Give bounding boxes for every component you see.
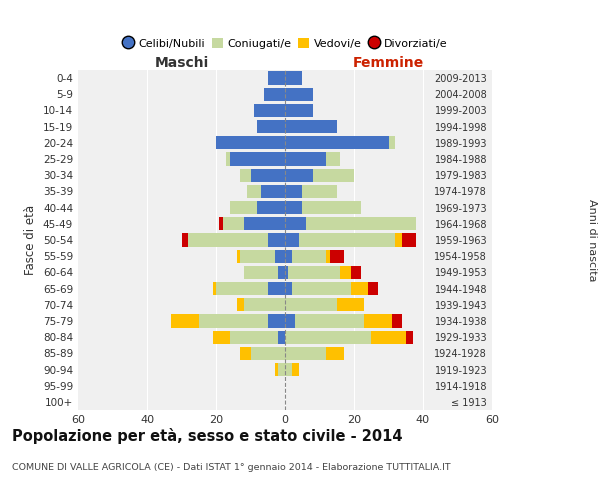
Bar <box>285 136 389 149</box>
Bar <box>295 314 364 328</box>
Bar <box>230 152 285 166</box>
Bar <box>285 330 371 344</box>
Bar <box>285 314 295 328</box>
Bar <box>285 120 337 134</box>
Bar <box>285 201 302 214</box>
Bar <box>237 298 244 312</box>
Bar <box>285 282 292 295</box>
Bar <box>257 201 285 214</box>
Bar <box>268 234 285 246</box>
Bar <box>313 168 354 182</box>
Bar <box>285 298 337 312</box>
Bar <box>188 234 268 246</box>
Bar <box>389 136 395 149</box>
Legend: Celibi/Nubili, Coniugati/e, Vedovi/e, Divorziati/e: Celibi/Nubili, Coniugati/e, Vedovi/e, Di… <box>121 36 449 51</box>
Bar <box>285 152 326 166</box>
Bar <box>240 346 251 360</box>
Bar <box>326 346 344 360</box>
Bar <box>364 314 392 328</box>
Bar <box>326 152 340 166</box>
Bar <box>302 201 361 214</box>
Bar <box>299 234 395 246</box>
Bar <box>285 234 299 246</box>
Bar <box>285 168 313 182</box>
Bar <box>244 266 278 279</box>
Bar <box>285 217 306 230</box>
Bar <box>275 250 285 263</box>
Bar <box>350 282 368 295</box>
Bar <box>268 314 285 328</box>
Bar <box>285 72 302 85</box>
Bar <box>292 363 299 376</box>
Bar <box>244 217 285 230</box>
Text: Maschi: Maschi <box>154 56 209 70</box>
Bar <box>216 282 268 295</box>
Bar <box>292 250 326 263</box>
Bar <box>223 217 244 230</box>
Bar <box>330 250 344 263</box>
Bar <box>337 298 364 312</box>
Bar <box>268 72 285 85</box>
Bar <box>278 266 285 279</box>
Bar <box>350 266 361 279</box>
Bar <box>285 266 289 279</box>
Bar <box>182 234 188 246</box>
Bar <box>212 282 216 295</box>
Bar <box>395 234 402 246</box>
Bar <box>368 282 378 295</box>
Bar <box>285 104 313 117</box>
Bar <box>244 298 285 312</box>
Bar <box>371 330 406 344</box>
Bar <box>212 330 230 344</box>
Bar <box>199 314 268 328</box>
Bar <box>402 234 416 246</box>
Bar <box>230 330 278 344</box>
Bar <box>406 330 413 344</box>
Bar <box>251 168 285 182</box>
Bar <box>237 250 240 263</box>
Bar <box>230 201 257 214</box>
Bar <box>326 250 330 263</box>
Bar <box>268 282 285 295</box>
Bar <box>240 250 275 263</box>
Bar <box>265 88 285 101</box>
Bar <box>292 282 350 295</box>
Bar <box>285 88 313 101</box>
Text: Popolazione per età, sesso e stato civile - 2014: Popolazione per età, sesso e stato civil… <box>12 428 403 444</box>
Text: Femmine: Femmine <box>353 56 424 70</box>
Bar <box>302 185 337 198</box>
Bar <box>275 363 278 376</box>
Bar <box>340 266 350 279</box>
Bar <box>226 152 230 166</box>
Bar <box>171 314 199 328</box>
Bar <box>216 136 285 149</box>
Bar <box>251 346 285 360</box>
Text: COMUNE DI VALLE AGRICOLA (CE) - Dati ISTAT 1° gennaio 2014 - Elaborazione TUTTIT: COMUNE DI VALLE AGRICOLA (CE) - Dati IST… <box>12 462 451 471</box>
Bar <box>285 346 326 360</box>
Text: Anni di nascita: Anni di nascita <box>587 198 597 281</box>
Bar <box>285 250 292 263</box>
Bar <box>261 185 285 198</box>
Bar <box>392 314 403 328</box>
Bar <box>240 168 251 182</box>
Bar <box>247 185 261 198</box>
Y-axis label: Fasce di età: Fasce di età <box>25 205 37 275</box>
Bar <box>257 120 285 134</box>
Bar <box>285 185 302 198</box>
Bar <box>289 266 340 279</box>
Bar <box>278 330 285 344</box>
Bar <box>278 363 285 376</box>
Bar <box>220 217 223 230</box>
Bar <box>254 104 285 117</box>
Bar <box>306 217 416 230</box>
Bar <box>285 363 292 376</box>
